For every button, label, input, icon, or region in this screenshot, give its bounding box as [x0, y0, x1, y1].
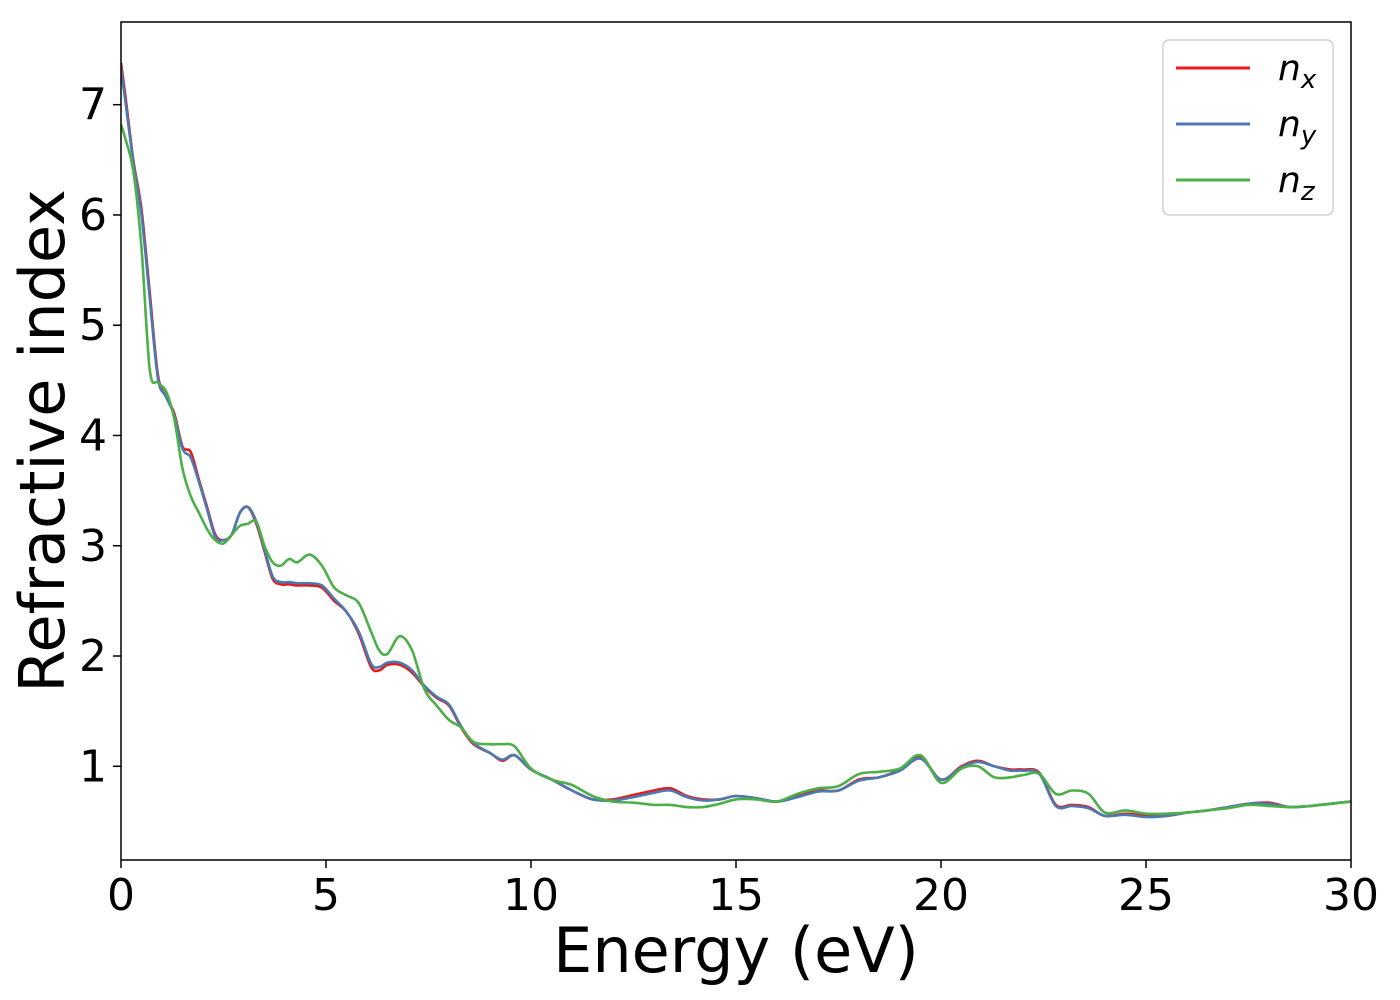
y-tick-label: 1: [79, 741, 107, 792]
legend-box: [1162, 39, 1334, 216]
legend-label-z: nz: [1278, 160, 1316, 207]
plot-area: [121, 62, 1351, 819]
x-tick-label: 25: [1118, 870, 1174, 921]
y-tick-label: 2: [79, 631, 107, 682]
legend: nx ny nz: [1162, 39, 1334, 216]
x-tick-label: 30: [1323, 870, 1379, 921]
y-tick-label: 6: [79, 190, 107, 241]
x-axis: 0 5 10 15 20 25 30: [107, 860, 1379, 921]
y-tick-label: 3: [79, 521, 107, 572]
x-tick-label: 5: [312, 870, 340, 921]
x-tick-label: 10: [503, 870, 559, 921]
y-tick-label: 5: [79, 300, 107, 351]
x-tick-label: 20: [913, 870, 969, 921]
x-tick-label: 0: [107, 870, 135, 921]
y-axis: 1 2 3 4 5 6 7: [79, 80, 121, 792]
series-line-z: [121, 124, 1351, 816]
legend-label-y: ny: [1278, 104, 1317, 151]
y-axis-label: Refractive index: [6, 189, 79, 693]
y-tick-label: 7: [79, 80, 107, 131]
y-tick-label: 4: [79, 410, 107, 461]
legend-label-x: nx: [1278, 48, 1317, 95]
x-axis-label: Energy (eV): [553, 914, 919, 987]
x-tick-label: 15: [708, 870, 764, 921]
